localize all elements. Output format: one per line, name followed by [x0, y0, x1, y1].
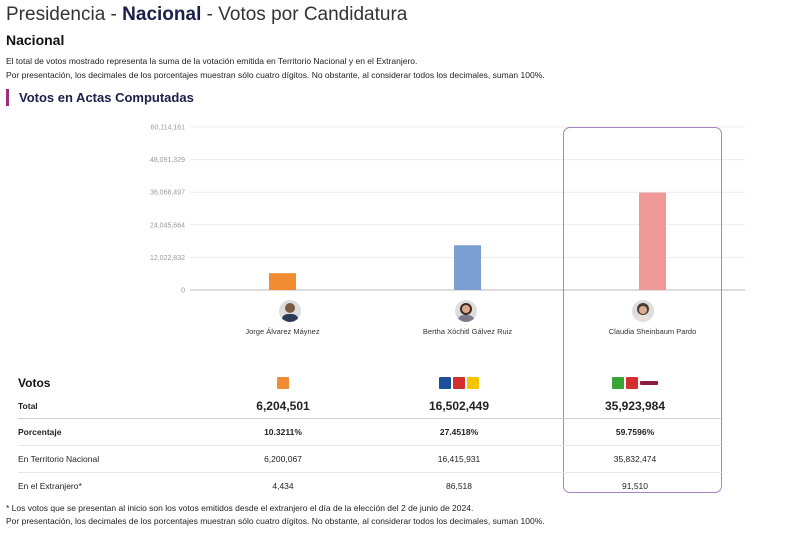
table-row: En Territorio Nacional 6,200,067 16,415,…: [18, 445, 723, 473]
candidate-name-label: Bertha Xóchitl Gálvez Ruiz: [423, 327, 512, 336]
table-row: En el Extranjero* 4,434 86,518 91,510: [18, 473, 723, 500]
prd-logo: [467, 377, 479, 389]
page-title: Presidencia - Nacional - Votos por Candi…: [6, 4, 407, 26]
candidate-name-label: Claudia Sheinbaum Pardo: [609, 327, 697, 336]
pri-logo: [453, 377, 465, 389]
row-label: En el Extranjero*: [18, 481, 82, 491]
cell-value: 35,923,984: [547, 394, 723, 419]
section-name: Nacional: [6, 32, 65, 48]
party-logos-1: [195, 372, 371, 394]
cell-value: 86,518: [446, 481, 472, 491]
section-subheading: Votos en Actas Computadas: [6, 89, 194, 106]
row-label: En Territorio Nacional: [18, 445, 195, 473]
party-logos-3: [547, 372, 723, 394]
table-row: Porcentaje 10.3211% 27.4518% 59.7596%: [18, 418, 723, 446]
mc-logo: [277, 377, 289, 389]
y-tick-label: 0: [181, 288, 185, 295]
candidate-avatar-1: [279, 300, 301, 322]
bar-1: [269, 273, 296, 290]
title-bold: Nacional: [122, 4, 202, 25]
morena-logo: [640, 381, 658, 385]
candidate-avatar-2: [455, 300, 477, 322]
cell-value: 35,832,474: [547, 445, 723, 473]
cell-value: 10.3211%: [195, 418, 371, 446]
title-suffix: - Votos por Candidatura: [201, 4, 408, 25]
cell-value: 6,204,501: [195, 394, 371, 419]
pvem-logo: [612, 377, 624, 389]
cell-value: 27.4518%: [371, 418, 547, 446]
winner-highlight-box: [563, 127, 722, 493]
info-note-2: Por presentación, los decimales de los p…: [6, 70, 545, 80]
cell-value: 59.7596%: [547, 418, 723, 446]
cell-value: 4,434: [272, 481, 294, 491]
bar-2: [454, 245, 481, 290]
cell-value: 91,510: [622, 481, 648, 491]
results-table: Votos Total 6,204,501 16,502,449 35,923,…: [18, 372, 723, 499]
cell-value: 6,200,067: [195, 445, 371, 473]
footnote-2: Por presentación, los decimales de los p…: [6, 516, 545, 526]
table-row: Total 6,204,501 16,502,449 35,923,984: [18, 394, 723, 419]
votos-title: Votos: [18, 372, 195, 394]
y-tick-label: 36,068,497: [150, 190, 185, 197]
info-note-1: El total de votos mostrado representa la…: [6, 56, 418, 66]
party-logos-2: [371, 372, 547, 394]
y-tick-label: 48,091,329: [150, 157, 185, 164]
y-tick-label: 24,045,664: [150, 222, 185, 229]
table-header-row: Votos: [18, 372, 723, 394]
row-label: Porcentaje: [18, 418, 195, 446]
pt-logo: [626, 377, 638, 389]
y-tick-label: 60,114,161: [150, 125, 185, 132]
pan-logo: [439, 377, 451, 389]
footnote-1: * Los votos que se presentan al inicio s…: [6, 503, 474, 513]
cell-value: 16,415,931: [371, 445, 547, 473]
candidate-avatar-3: [632, 300, 654, 322]
candidate-name-label: Jorge Álvarez Máynez: [245, 327, 319, 336]
y-tick-label: 12,022,832: [150, 255, 185, 262]
row-label: Total: [18, 394, 195, 419]
cell-value: 16,502,449: [371, 394, 547, 419]
bar-3: [639, 192, 666, 290]
votos-title-text: Votos: [18, 376, 51, 390]
title-prefix: Presidencia -: [6, 4, 123, 25]
